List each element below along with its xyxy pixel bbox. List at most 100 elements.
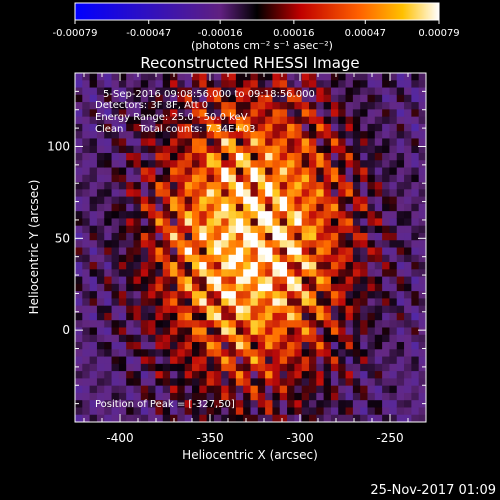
heatmap-cell: [235, 291, 244, 299]
heatmap-cell: [148, 225, 156, 234]
heatmap-cell: [206, 196, 215, 205]
heatmap-cell: [301, 392, 310, 401]
heatmap-cell: [155, 73, 164, 81]
heatmap-cell: [184, 145, 193, 154]
heatmap-cell: [396, 276, 405, 285]
heatmap-cell: [228, 232, 237, 241]
heatmap-cell: [118, 254, 127, 263]
heatmap-cell: [374, 174, 383, 183]
heatmap-cell: [243, 203, 251, 212]
heatmap-cell: [257, 349, 266, 357]
heatmap-cell: [389, 145, 398, 154]
heatmap-cell: [213, 305, 222, 314]
heatmap-cell: [250, 167, 259, 176]
heatmap-cell: [111, 102, 120, 110]
heatmap-cell: [338, 276, 346, 285]
heatmap-cell: [338, 356, 346, 365]
heatmap-cell: [345, 225, 354, 234]
heatmap-cell: [184, 247, 193, 256]
heatmap-cell: [206, 298, 215, 307]
heatmap-cell: [316, 116, 325, 125]
heatmap-cell: [330, 131, 339, 139]
heatmap-cell: [287, 73, 295, 81]
heatmap-cell: [367, 109, 376, 118]
heatmap-cell: [235, 203, 244, 212]
heatmap-cell: [235, 131, 244, 139]
heatmap-cell: [243, 320, 251, 328]
heatmap-cell: [367, 349, 376, 357]
heatmap-cell: [272, 342, 281, 350]
heatmap-cell: [213, 138, 222, 147]
heatmap-cell: [228, 269, 237, 277]
heatmap-cell: [170, 371, 178, 379]
heatmap-cell: [89, 152, 98, 161]
heatmap-cell: [323, 116, 332, 125]
heatmap-cell: [140, 167, 149, 176]
heatmap-cell: [206, 232, 215, 241]
heatmap-cell: [96, 240, 105, 248]
heatmap-cell: [330, 378, 339, 387]
heatmap-cell: [352, 312, 361, 321]
heatmap-cell: [177, 283, 186, 292]
heatmap-cell: [257, 182, 266, 190]
heatmap-cell: [345, 232, 354, 241]
heatmap-cell: [162, 138, 171, 147]
heatmap-cell: [374, 218, 383, 227]
heatmap-cell: [82, 182, 91, 190]
heatmap-cell: [316, 385, 325, 394]
heatmap-cell: [418, 80, 426, 88]
heatmap-cell: [411, 218, 420, 227]
heatmap-cell: [323, 152, 332, 161]
heatmap-cell: [411, 189, 420, 197]
heatmap-cell: [162, 327, 171, 336]
heatmap-cell: [155, 305, 164, 314]
heatmap-cell: [96, 116, 105, 125]
heatmap-cell: [257, 123, 266, 132]
heatmap-cell: [301, 349, 310, 357]
heatmap-cell: [170, 80, 178, 88]
heatmap-cell: [118, 356, 127, 365]
heatmap-cell: [162, 218, 171, 227]
heatmap-cell: [257, 225, 266, 234]
heatmap-cell: [352, 203, 361, 212]
heatmap-cell: [126, 349, 134, 357]
heatmap-cell: [221, 189, 229, 197]
heatmap-cell: [89, 203, 98, 212]
heatmap-cell: [345, 240, 354, 248]
heatmap-cell: [228, 138, 237, 147]
heatmap-cell: [279, 327, 288, 336]
heatmap-cell: [389, 283, 398, 292]
heatmap-cell: [228, 349, 237, 357]
heatmap-cell: [111, 138, 120, 147]
heatmap-cell: [140, 109, 149, 118]
heatmap-cell: [89, 269, 98, 277]
heatmap-cell: [257, 87, 266, 96]
colorbar-ticks: -0.00079 -0.00047 -0.00016 0.00016 0.00047 0.…: [53, 20, 460, 39]
heatmap-cell: [257, 218, 266, 227]
colorbar-unit-label: (photons cm⁻² s⁻¹ asec⁻²): [191, 39, 333, 52]
heatmap-cell: [301, 80, 310, 88]
heatmap-cell: [126, 320, 134, 328]
heatmap-cell: [118, 109, 127, 118]
heatmap-cell: [316, 211, 325, 219]
heatmap-cell: [162, 109, 171, 118]
heatmap-cell: [170, 320, 178, 328]
heatmap-cell: [323, 291, 332, 299]
heatmap-cell: [294, 80, 303, 88]
heatmap-cell: [140, 174, 149, 183]
heatmap-cell: [265, 196, 273, 205]
heatmap-cell: [279, 392, 288, 401]
heatmap-cell: [382, 131, 390, 139]
heatmap-cell: [213, 232, 222, 241]
heatmap-cell: [96, 269, 105, 277]
heatmap-cell: [221, 407, 229, 416]
heatmap-cell: [265, 80, 273, 88]
heatmap-cell: [126, 298, 134, 307]
heatmap-cell: [265, 240, 273, 248]
heatmap-cell: [316, 123, 325, 132]
heatmap-cell: [411, 123, 420, 132]
heatmap-cell: [235, 138, 244, 147]
heatmap-cell: [265, 349, 273, 357]
heatmap-cell: [140, 102, 149, 110]
heatmap-cell: [82, 305, 91, 314]
